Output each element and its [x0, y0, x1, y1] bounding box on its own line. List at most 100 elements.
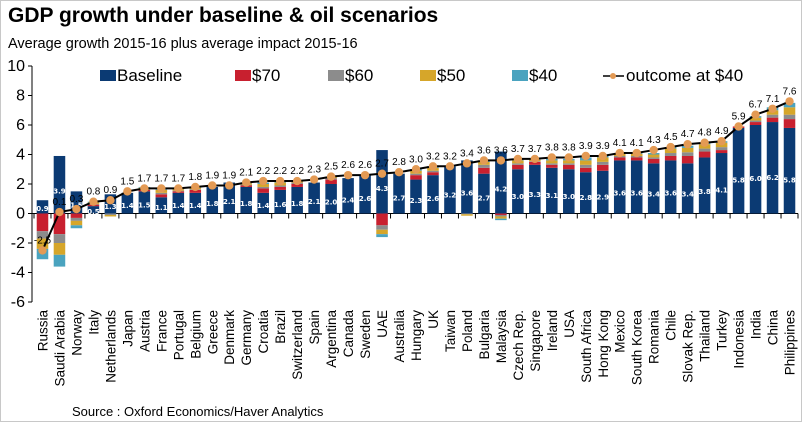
outcome-marker	[632, 148, 641, 158]
bar-stack: 1.4	[121, 192, 134, 214]
bar-stack: 3.0	[512, 158, 525, 214]
bar-segment-baseline	[257, 192, 269, 214]
bar-segment-usd70	[715, 150, 728, 154]
baseline-value-label: 4.1	[715, 186, 728, 194]
category-label: Turkey	[715, 310, 730, 351]
outcome-marker	[598, 151, 607, 161]
baseline-value-label: 3.0	[563, 193, 576, 201]
bar-segment-usd60	[580, 164, 592, 168]
category-label: Austria	[137, 310, 152, 353]
source-note: Source : Oxford Economics/Haver Analytic…	[72, 404, 324, 419]
legend-swatch	[235, 70, 251, 81]
bar-segment-usd70	[410, 175, 422, 180]
category-label: Argentina	[324, 310, 339, 368]
bar-segment-usd70	[783, 119, 796, 128]
baseline-value-label: 3.0	[512, 193, 525, 201]
outcome-marker	[768, 104, 777, 113]
bar-segment-baseline	[274, 189, 286, 214]
outcome-marker	[751, 110, 760, 119]
baseline-value-label: 3.6	[664, 189, 677, 197]
bar-segment-usd70	[274, 186, 286, 190]
bar-segment-baseline	[630, 160, 643, 214]
bar-segment-baseline	[138, 191, 151, 214]
bar-stack: 2.6	[427, 166, 439, 214]
baseline-value-label: 2.7	[393, 195, 406, 203]
baseline-value-label: 2.1	[308, 198, 321, 206]
baseline-value-label: 3.2	[444, 192, 457, 200]
outcome-marker	[581, 151, 590, 161]
bar-segment-usd60	[647, 157, 660, 159]
category-label: Singapore	[528, 310, 543, 372]
bar-segment-usd60	[766, 114, 779, 118]
category-label: Mexico	[613, 310, 628, 353]
outcome-value-label: 3.8	[562, 142, 576, 153]
outcome-value-label: 6.7	[749, 100, 763, 111]
category-label: UK	[426, 310, 441, 329]
baseline-value-label: 0.9	[36, 205, 49, 213]
category-label: Philippines	[783, 310, 798, 376]
outcome-value-label: 2.8	[392, 157, 406, 168]
y-tick-label: 10	[7, 58, 25, 75]
bar-segment-usd60	[664, 153, 677, 156]
bar-segment-usd60	[155, 192, 168, 195]
legend: Baseline $70 $60 $50 $40 outcome at $40	[100, 66, 743, 85]
outcome-value-label: 3.0	[409, 154, 423, 165]
legend-swatch	[328, 70, 344, 81]
outcome-value-label: 3.9	[579, 141, 593, 152]
outcome-value-label: 7.1	[766, 94, 780, 105]
bar-segment-usd40	[376, 234, 388, 238]
bar-segment-usd60	[53, 234, 66, 243]
bar-segment-baseline	[596, 170, 609, 214]
bar-segment-baseline	[715, 153, 728, 214]
bar-segment-usd70	[766, 117, 779, 123]
baseline-value-label: 2.9	[597, 193, 610, 201]
y-tick-label: -4	[11, 265, 25, 282]
bar-segment-usd50	[580, 160, 592, 165]
outcome-marker	[513, 154, 523, 164]
bar-stack: 3.4	[647, 153, 660, 214]
outcome-marker	[157, 184, 166, 193]
legend-label: $70	[252, 66, 280, 85]
bar-segment-usd50	[376, 229, 388, 235]
bar-segment-baseline	[359, 175, 371, 214]
bar-segment-baseline	[580, 172, 592, 214]
outcome-marker	[394, 168, 404, 177]
y-tick-label: 0	[16, 206, 25, 223]
legend-marker-swatch	[610, 73, 616, 79]
bar-stack: 1.8	[291, 181, 303, 214]
bar-stack: 1.4	[257, 182, 270, 214]
bar-segment-usd70	[325, 179, 337, 184]
outcome-value-label: 0.3	[69, 194, 83, 205]
bar-segment-usd70	[630, 157, 643, 161]
outcome-value-label: 4.5	[664, 132, 678, 143]
bar-stack: 3.0	[563, 158, 576, 214]
category-label: South Korea	[630, 310, 645, 386]
bar-segment-baseline	[240, 186, 252, 214]
outcome-marker	[649, 145, 658, 155]
category-label: Netherlands	[103, 310, 118, 383]
category-label: Greece	[205, 310, 220, 354]
category-label: Canada	[341, 310, 356, 358]
category-label: Thailand	[698, 310, 713, 362]
outcome-value-label: 3.4	[460, 148, 474, 159]
outcome-marker	[666, 142, 675, 152]
bar-stack: 2.1	[308, 182, 321, 214]
bar-segment-usd70	[681, 155, 694, 164]
outcome-marker	[615, 148, 624, 158]
baseline-value-label: 2.4	[342, 196, 355, 204]
bar-segment-usd60	[698, 148, 711, 152]
baseline-value-label: 2.7	[478, 195, 491, 203]
outcome-marker	[191, 182, 200, 192]
bar-segment-usd60	[376, 225, 388, 230]
bar-segment-baseline	[698, 157, 711, 214]
bar-segment-usd70	[70, 213, 83, 218]
bar-segment-baseline	[647, 163, 660, 214]
outcome-value-label: 5.9	[732, 111, 746, 122]
bar-segment-usd70	[580, 167, 592, 173]
outcome-marker	[428, 162, 438, 171]
bar-segment-usd70	[698, 151, 711, 158]
outcome-value-label: 4.9	[715, 126, 729, 137]
bar-segment-baseline	[189, 192, 202, 214]
bar-segment-baseline	[563, 169, 575, 214]
bar-segment-baseline	[546, 167, 558, 214]
